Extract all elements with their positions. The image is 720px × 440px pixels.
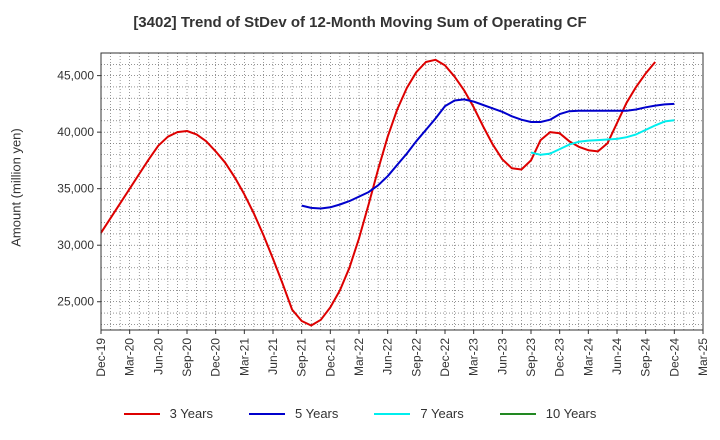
x-tick-label: Mar-24: [581, 338, 595, 376]
x-tick-label: Dec-23: [553, 338, 567, 377]
chart-title: [3402] Trend of StDev of 12-Month Moving…: [133, 14, 587, 31]
legend-swatch-3-years: [123, 412, 160, 415]
x-tick-label: Dec-22: [438, 338, 452, 377]
x-tick-label: Dec-19: [94, 338, 108, 377]
x-tick-label: Jun-20: [151, 338, 165, 375]
x-tick-label: Sep-20: [180, 338, 194, 377]
y-axis-label: Amount (million yen): [8, 128, 24, 247]
legend-label-10-years: 10 Years: [545, 406, 597, 421]
y-tick-label: 30,000: [57, 238, 94, 252]
x-tick-label: Dec-20: [209, 338, 223, 377]
legend-swatch-7-years: [374, 412, 411, 415]
legend: 3 Years 5 Years 7 Years 10 Years: [0, 406, 720, 421]
series-line-7-years: [530, 119, 675, 156]
x-tick-label: Mar-25: [696, 338, 710, 376]
x-tick-label: Dec-24: [667, 338, 681, 377]
plot-background: [101, 53, 703, 330]
series-line-5-years: [301, 98, 675, 210]
legend-item-7-years: 7 Years: [374, 406, 464, 421]
x-tick-label: Sep-24: [639, 338, 653, 377]
x-tick-label: Mar-23: [467, 338, 481, 376]
y-tick-label: 25,000: [57, 295, 94, 309]
legend-label-5-years: 5 Years: [295, 406, 339, 421]
x-tick-label: Jun-21: [266, 338, 280, 375]
x-tick-label: Sep-21: [295, 338, 309, 377]
x-tick-label: Sep-23: [524, 338, 538, 377]
legend-swatch-5-years: [249, 412, 285, 415]
legend-swatch-10-years: [499, 412, 536, 415]
x-tick-label: Mar-20: [123, 338, 137, 376]
legend-item-5-years: 5 Years: [249, 406, 338, 421]
x-tick-label: Sep-22: [409, 338, 423, 377]
series-line-3-years: [100, 58, 656, 327]
legend-label-7-years: 7 Years: [420, 406, 464, 421]
y-tick-label: 45,000: [57, 69, 94, 83]
x-tick-label: Dec-21: [323, 338, 337, 377]
legend-item-3-years: 3 Years: [123, 406, 213, 421]
plot-frame: [100, 52, 704, 331]
x-tick-label: Mar-22: [352, 338, 366, 376]
x-tick-label: Jun-23: [495, 338, 509, 375]
y-tick-label: 35,000: [57, 182, 94, 196]
legend-label-3-years: 3 Years: [169, 406, 213, 421]
legend-item-10-years: 10 Years: [499, 406, 597, 421]
x-tick-label: Jun-22: [381, 338, 395, 375]
x-tick-label: Jun-24: [610, 338, 624, 375]
x-tick-label: Mar-21: [237, 338, 251, 376]
y-tick-label: 40,000: [57, 125, 94, 139]
